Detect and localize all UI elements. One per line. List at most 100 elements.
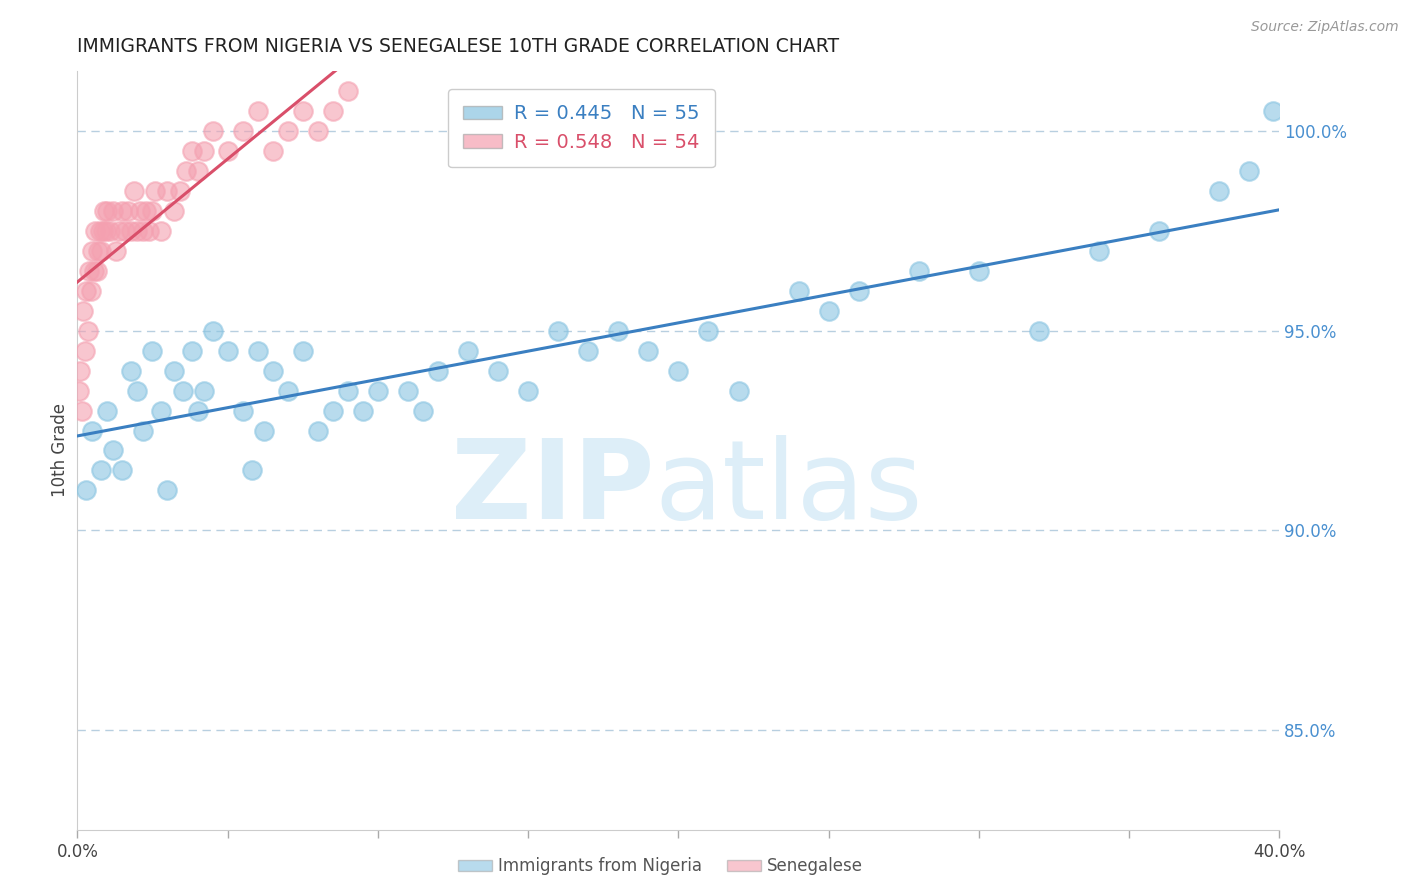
Point	[1208, 184, 1230, 198]
Point	[232, 403, 254, 417]
Point	[127, 224, 149, 238]
Point	[111, 204, 134, 219]
Point	[396, 384, 419, 398]
Point	[108, 224, 131, 238]
Point	[322, 104, 344, 119]
Point	[162, 204, 184, 219]
Point	[817, 303, 839, 318]
Point	[174, 164, 197, 178]
Point	[67, 384, 90, 398]
Point	[111, 463, 134, 477]
Point	[1239, 164, 1261, 178]
Point	[277, 124, 299, 138]
Text: IMMIGRANTS FROM NIGERIA VS SENEGALESE 10TH GRADE CORRELATION CHART: IMMIGRANTS FROM NIGERIA VS SENEGALESE 10…	[77, 37, 839, 56]
Point	[84, 224, 107, 238]
Point	[412, 403, 434, 417]
Point	[150, 403, 173, 417]
Point	[83, 264, 105, 278]
Legend: R = 0.445   N = 55, R = 0.548   N = 54: R = 0.445 N = 55, R = 0.548 N = 54	[447, 88, 714, 168]
Point	[607, 324, 630, 338]
Point	[517, 384, 540, 398]
Point	[117, 204, 139, 219]
Point	[172, 384, 194, 398]
Point	[322, 403, 344, 417]
Point	[336, 384, 359, 398]
Point	[90, 244, 112, 258]
Point	[70, 403, 93, 417]
Point	[86, 264, 108, 278]
Point	[132, 224, 155, 238]
Point	[201, 124, 224, 138]
Point	[262, 144, 284, 158]
Point	[1263, 104, 1285, 119]
Point	[120, 364, 142, 378]
Point	[1149, 224, 1171, 238]
Point	[69, 364, 91, 378]
Point	[80, 284, 103, 298]
Point	[129, 204, 152, 219]
Point	[180, 144, 202, 158]
Point	[79, 264, 101, 278]
Point	[193, 384, 215, 398]
Point	[291, 104, 314, 119]
Point	[457, 343, 479, 358]
Point	[93, 204, 115, 219]
Point	[75, 284, 97, 298]
Point	[124, 184, 146, 198]
Point	[262, 364, 284, 378]
Point	[103, 443, 125, 458]
Point	[141, 343, 163, 358]
Point	[96, 204, 118, 219]
Point	[103, 204, 125, 219]
Point	[96, 403, 118, 417]
Point	[253, 424, 276, 438]
Legend: Immigrants from Nigeria, Senegalese: Immigrants from Nigeria, Senegalese	[450, 849, 872, 884]
Point	[180, 343, 202, 358]
Point	[76, 324, 98, 338]
Point	[193, 144, 215, 158]
Text: Source: ZipAtlas.com: Source: ZipAtlas.com	[1251, 20, 1399, 34]
Point	[246, 343, 269, 358]
Point	[336, 84, 359, 98]
Point	[94, 224, 117, 238]
Point	[217, 343, 239, 358]
Point	[697, 324, 720, 338]
Point	[787, 284, 810, 298]
Point	[201, 324, 224, 338]
Point	[89, 224, 111, 238]
Point	[114, 224, 136, 238]
Point	[132, 424, 155, 438]
Point	[291, 343, 314, 358]
Point	[75, 483, 97, 498]
Point	[240, 463, 263, 477]
Point	[427, 364, 450, 378]
Point	[576, 343, 599, 358]
Point	[72, 303, 94, 318]
Point	[967, 264, 990, 278]
Point	[100, 224, 122, 238]
Point	[186, 164, 209, 178]
Point	[169, 184, 191, 198]
Point	[277, 384, 299, 398]
Point	[127, 384, 149, 398]
Point	[486, 364, 509, 378]
Point	[186, 403, 209, 417]
Point	[141, 204, 163, 219]
Point	[150, 224, 173, 238]
Point	[162, 364, 184, 378]
Point	[145, 184, 167, 198]
Point	[547, 324, 569, 338]
Point	[1088, 244, 1111, 258]
Text: atlas: atlas	[654, 435, 922, 541]
Point	[1028, 324, 1050, 338]
Point	[908, 264, 931, 278]
Point	[307, 124, 329, 138]
Point	[120, 224, 142, 238]
Point	[246, 104, 269, 119]
Point	[367, 384, 389, 398]
Point	[156, 184, 179, 198]
Point	[135, 204, 157, 219]
Point	[637, 343, 659, 358]
Point	[156, 483, 179, 498]
Text: ZIP: ZIP	[451, 435, 654, 541]
